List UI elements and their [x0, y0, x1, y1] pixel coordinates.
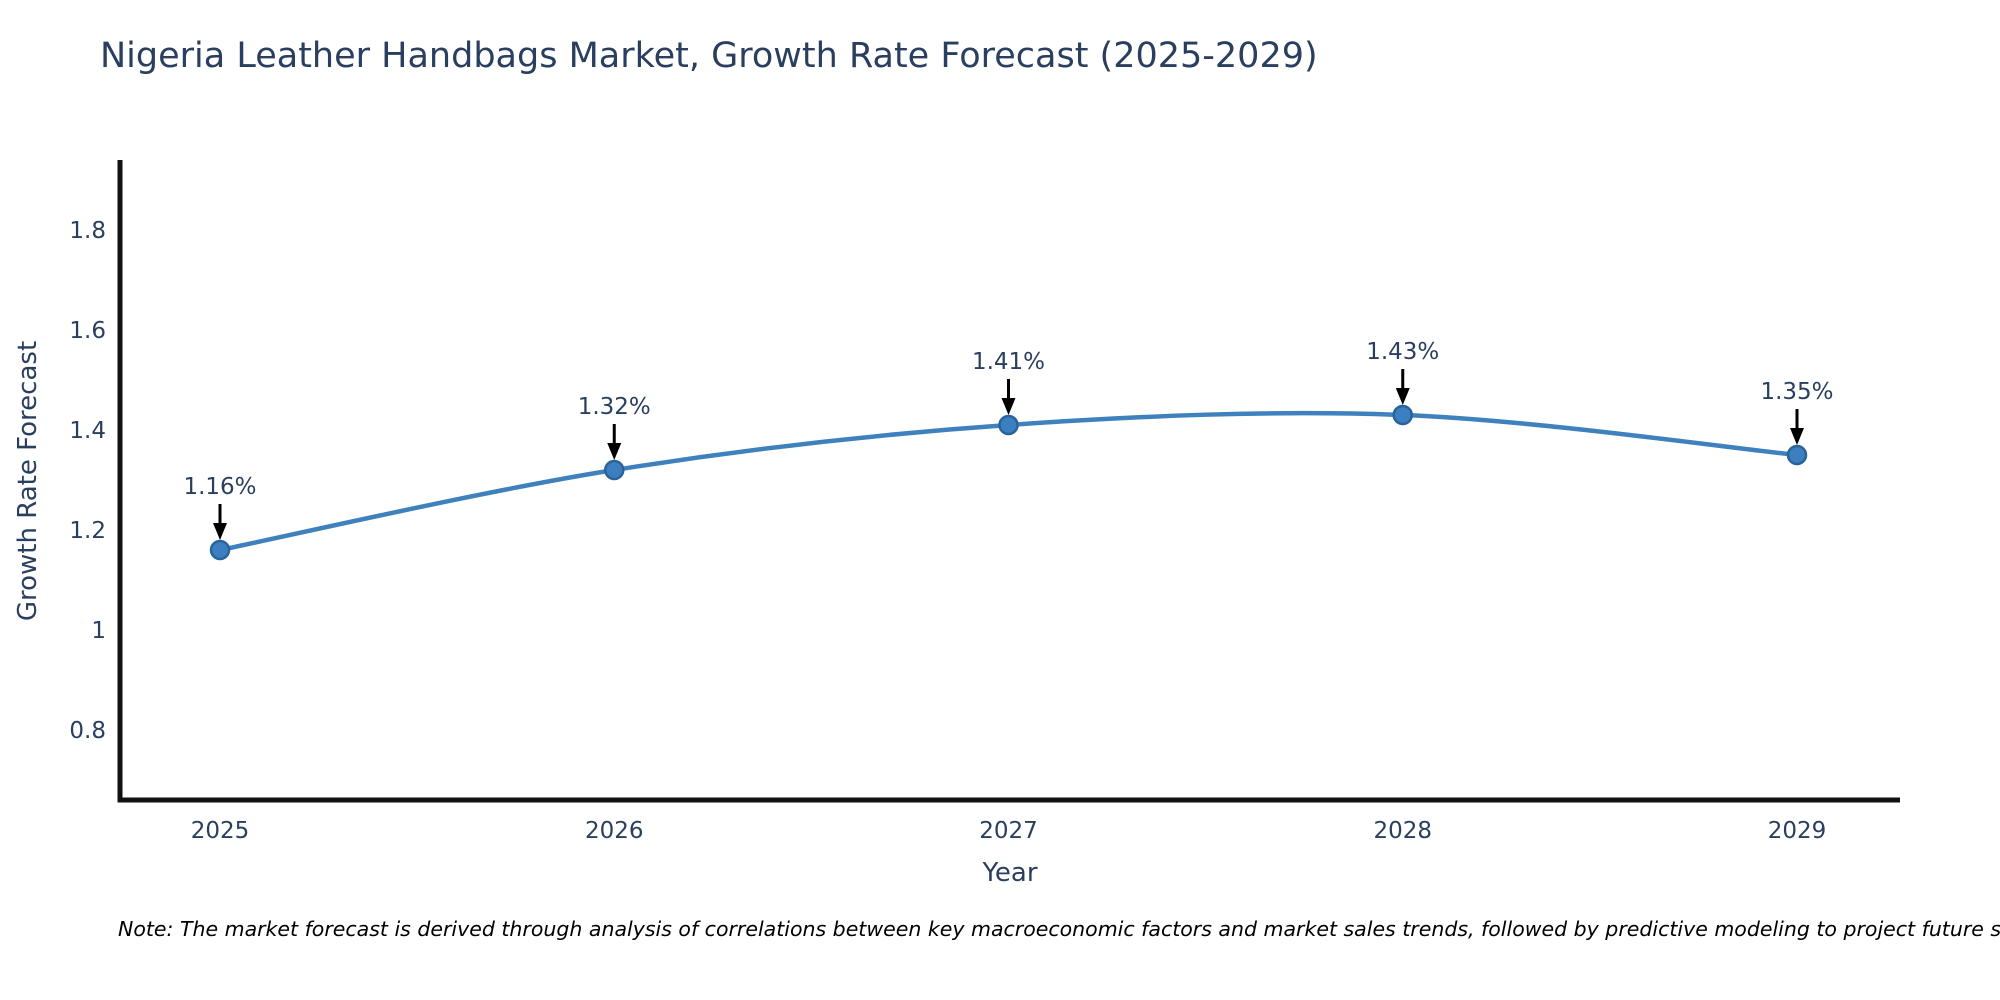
x-tick-label: 2025: [191, 818, 250, 844]
annotation-arrowhead-icon: [1790, 428, 1804, 445]
y-tick-label: 1: [91, 618, 106, 644]
data-point-marker[interactable]: [604, 459, 625, 481]
x-tick-label: 2028: [1373, 818, 1432, 844]
chart-title: Nigeria Leather Handbags Market, Growth …: [100, 36, 1318, 76]
data-point-marker[interactable]: [209, 539, 231, 561]
y-tick-label: 1.6: [69, 318, 106, 344]
data-point-label: 1.16%: [183, 474, 256, 500]
data-point-label: 1.35%: [1760, 379, 1833, 405]
data-point-label: 1.43%: [1366, 339, 1439, 365]
x-tick-label: 2027: [979, 818, 1038, 844]
annotation-arrowhead-icon: [1001, 398, 1016, 415]
x-tick-label: 2026: [585, 818, 644, 844]
footnote: Note: The market forecast is derived thr…: [118, 917, 2000, 941]
data-point-label: 1.32%: [578, 394, 651, 420]
y-tick-label: 1.8: [69, 218, 106, 244]
x-axis-title: Year: [982, 858, 1038, 888]
data-point-label: 1.41%: [972, 349, 1045, 375]
x-tick-label: 2029: [1768, 818, 1827, 844]
y-axis-title: Growth Rate Forecast: [13, 340, 43, 622]
data-point-marker[interactable]: [998, 414, 1019, 436]
data-point-marker[interactable]: [1392, 404, 1413, 426]
data-point-marker[interactable]: [1786, 444, 1808, 466]
y-tick-label: 1.2: [69, 518, 106, 544]
annotation-arrowhead-icon: [607, 443, 622, 460]
annotation-arrowhead-icon: [213, 523, 227, 540]
y-tick-label: 0.8: [69, 718, 106, 744]
y-tick-label: 1.4: [69, 418, 106, 444]
annotation-arrowhead-icon: [1395, 388, 1410, 405]
